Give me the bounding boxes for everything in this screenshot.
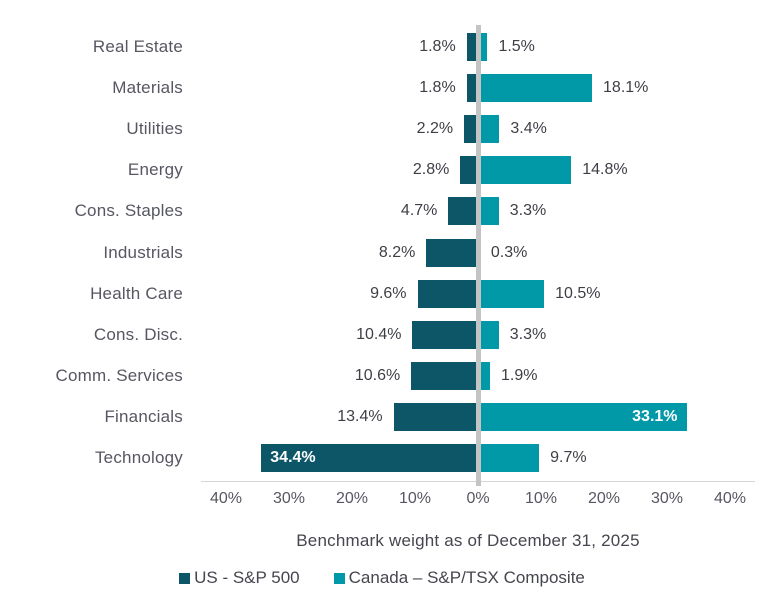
us-value-label: 1.8%	[419, 37, 456, 55]
us-bar	[411, 362, 478, 391]
plot-area: 10.6% 1.9%	[195, 356, 764, 397]
chart-row: Health Care 9.6% 10.5%	[0, 273, 764, 314]
category-label: Industrials	[103, 242, 183, 262]
canada-bar	[478, 279, 545, 308]
canada-bar	[478, 73, 593, 102]
category-label: Technology	[94, 448, 183, 468]
x-axis-tick-label: 40%	[713, 490, 747, 507]
us-value-label: 2.8%	[412, 161, 450, 179]
x-axis-tick-label: 20%	[335, 490, 369, 507]
plot-area: 2.8% 14.8%	[195, 150, 764, 191]
canada-series-swatch	[333, 572, 345, 584]
legend-item-us: US - S&P 500	[179, 568, 300, 588]
plot-area: 4.7% 3.3%	[195, 191, 764, 232]
chart-row: Industrials 8.2% 0.3%	[0, 232, 764, 273]
us-value-label: 10.6%	[354, 367, 401, 385]
x-axis-tick-label: 40%	[209, 490, 243, 507]
x-axis-tick-label: 0%	[466, 490, 490, 507]
canada-value-label: 3.3%	[509, 202, 547, 220]
x-axis-tick-label: 30%	[272, 490, 306, 507]
legend-label-us: US - S&P 500	[194, 568, 300, 587]
chart-row: Cons. Disc. 10.4% 3.3%	[0, 314, 764, 355]
category-label: Comm. Services	[55, 366, 183, 386]
category-label: Financials	[104, 407, 183, 427]
us-bar	[393, 403, 478, 432]
us-value-label: 4.7%	[400, 202, 438, 220]
legend-label-canada: Canada – S&P/TSX Composite	[348, 568, 585, 587]
canada-bar	[478, 114, 500, 143]
legend: US - S&P 500 Canada – S&P/TSX Composite	[0, 568, 764, 588]
canada-bar	[478, 362, 490, 391]
canada-bar	[478, 197, 499, 226]
us-bar	[426, 238, 478, 267]
canada-value-label: 9.7%	[550, 449, 587, 467]
us-bar	[412, 320, 478, 349]
plot-area: 2.2% 3.4%	[195, 108, 764, 149]
canada-value-label: 3.4%	[510, 119, 547, 137]
us-bar	[448, 197, 478, 226]
bar-rows: Real Estate 1.8% 1.5% Materials 1.8% 18.1% Uti…	[0, 26, 764, 479]
us-bar	[460, 156, 478, 185]
chart-row: Comm. Services 10.6% 1.9%	[0, 356, 764, 397]
x-axis-tick-label: 20%	[587, 490, 621, 507]
plot-area: 13.4% 33.1%	[195, 397, 764, 438]
us-value-label: 1.8%	[419, 78, 456, 96]
chart-row: Real Estate 1.8% 1.5%	[0, 26, 764, 67]
chart-row: Utilities 2.2% 3.4%	[0, 108, 764, 149]
canada-value-label: 1.5%	[498, 37, 535, 55]
canada-value-label: 0.3%	[490, 243, 528, 261]
canada-value-label: 3.3%	[509, 325, 547, 343]
canada-bar	[478, 32, 488, 61]
canada-bar	[478, 403, 687, 432]
category-label: Materials	[112, 77, 183, 97]
canada-value-label: 10.5%	[555, 284, 601, 302]
us-value-label: 9.6%	[370, 284, 407, 302]
chart-row: Energy 2.8% 14.8%	[0, 150, 764, 191]
us-bar	[466, 73, 478, 102]
us-value-label: 8.2%	[378, 243, 416, 261]
category-label: Health Care	[90, 283, 183, 303]
x-axis-tick-label: 10%	[524, 490, 558, 507]
category-label: Real Estate	[92, 36, 183, 56]
chart-row: Materials 1.8% 18.1%	[0, 67, 764, 108]
category-label: Cons. Disc.	[93, 324, 183, 344]
x-axis-tick-label: 10%	[398, 490, 432, 507]
canada-bar	[478, 444, 540, 473]
plot-area: 1.8% 1.5%	[195, 26, 764, 67]
us-value-label: 13.4%	[337, 408, 383, 426]
us-bar	[417, 279, 478, 308]
x-axis-title: Benchmark weight as of December 31, 2025	[296, 531, 640, 550]
us-bar	[464, 114, 478, 143]
plot-area: 10.4% 3.3%	[195, 314, 764, 355]
x-axis-tick-label: 30%	[650, 490, 684, 507]
chart-row: Technology 34.4% 9.7%	[0, 438, 764, 479]
category-label: Utilities	[126, 118, 183, 138]
category-label: Cons. Staples	[74, 201, 183, 221]
x-axis-ticks: 40% 30% 20% 10% 0% 10% 20% 30% 40%	[195, 490, 764, 510]
plot-area: 9.6% 10.5%	[195, 273, 764, 314]
chart-row: Cons. Staples 4.7% 3.3%	[0, 191, 764, 232]
us-value-label: 34.4%	[270, 449, 316, 467]
legend-item-canada: Canada – S&P/TSX Composite	[333, 568, 585, 588]
us-bar	[466, 32, 478, 61]
plot-area: 1.8% 18.1%	[195, 67, 764, 108]
canada-bar	[478, 320, 499, 349]
us-series-swatch	[179, 572, 191, 584]
canada-bar	[478, 156, 572, 185]
us-value-label: 2.2%	[416, 119, 454, 137]
plot-area: 34.4% 9.7%	[195, 438, 764, 479]
canada-value-label: 33.1%	[632, 408, 678, 426]
canada-value-label: 18.1%	[603, 78, 649, 96]
canada-value-label: 1.9%	[500, 367, 538, 385]
us-value-label: 10.4%	[356, 325, 402, 343]
zero-baseline	[475, 25, 481, 486]
chart-row: Financials 13.4% 33.1%	[0, 397, 764, 438]
us-bar	[261, 444, 478, 473]
canada-value-label: 14.8%	[582, 161, 628, 179]
category-label: Energy	[127, 160, 183, 180]
